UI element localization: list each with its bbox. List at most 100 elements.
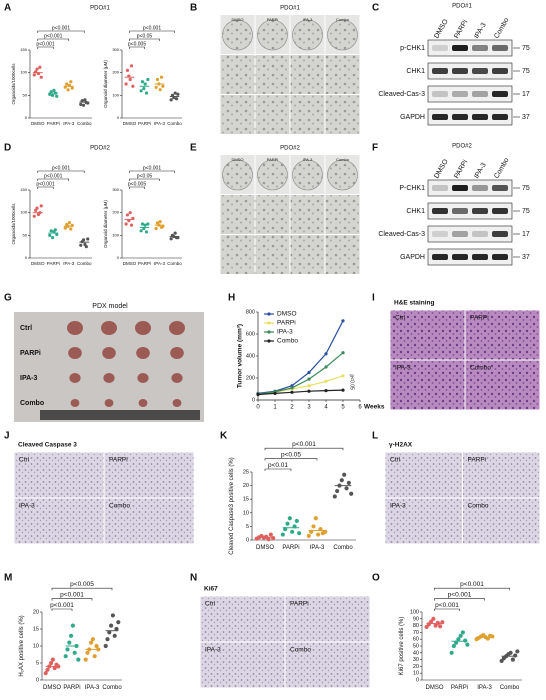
data-point bbox=[341, 351, 345, 355]
y-tick-label: 15 bbox=[243, 497, 249, 503]
data-point bbox=[435, 620, 440, 625]
y-tick-label: 10 bbox=[413, 671, 419, 677]
data-point bbox=[290, 529, 295, 534]
blot-band bbox=[432, 114, 448, 120]
data-point bbox=[55, 232, 59, 237]
tumor bbox=[172, 399, 182, 407]
data-point bbox=[335, 488, 340, 494]
panel-letter: C bbox=[372, 3, 379, 14]
blot-strip bbox=[427, 248, 513, 266]
x-tick-label: IPA-3 bbox=[154, 261, 165, 266]
tumor bbox=[70, 399, 80, 407]
y-tick-label: 800 bbox=[246, 309, 255, 315]
row-label: CHK1 bbox=[406, 208, 425, 215]
data-point bbox=[32, 214, 36, 218]
y-tick-label: 150 bbox=[20, 47, 27, 52]
image-title: PDX model bbox=[92, 303, 128, 310]
lane-label: IPA-3 bbox=[473, 22, 488, 40]
data-point bbox=[112, 633, 117, 638]
blot-band bbox=[452, 45, 468, 51]
data-point bbox=[38, 65, 42, 69]
y-axis-label: Tumor volume (mm³) bbox=[237, 324, 244, 388]
data-point bbox=[158, 88, 162, 92]
data-point bbox=[35, 206, 39, 210]
significance-bracket bbox=[129, 38, 160, 41]
y-tick-label: 100 bbox=[20, 210, 27, 215]
data-point bbox=[76, 657, 81, 662]
data-point bbox=[344, 486, 349, 491]
data-point bbox=[50, 236, 55, 240]
blot-band bbox=[472, 185, 488, 191]
data-point bbox=[83, 98, 87, 102]
x-tick-label: 0 bbox=[256, 405, 260, 411]
data-point bbox=[142, 86, 146, 91]
stain-title: γ-H2AX bbox=[389, 442, 413, 449]
x-tick-label: PARPi bbox=[63, 685, 80, 691]
data-point bbox=[53, 228, 57, 232]
stain-label: IPA-3 bbox=[205, 647, 221, 654]
image-cell bbox=[325, 95, 360, 134]
blot-band bbox=[492, 45, 508, 51]
data-point bbox=[146, 222, 150, 226]
mw-label: 17 bbox=[522, 231, 530, 238]
data-point bbox=[290, 386, 294, 390]
panel-letter: L bbox=[372, 431, 378, 442]
legend-marker bbox=[267, 312, 271, 316]
data-point bbox=[176, 92, 180, 96]
x-tick-label: DMSO bbox=[31, 121, 45, 126]
data-point bbox=[508, 650, 513, 655]
significance-bracket bbox=[129, 30, 175, 33]
mw-label: 37 bbox=[522, 114, 530, 121]
image-title: PDO#2 bbox=[280, 146, 300, 152]
legend-marker bbox=[267, 321, 271, 325]
image-cell bbox=[325, 235, 360, 274]
data-point bbox=[69, 227, 73, 231]
data-point bbox=[173, 91, 177, 95]
row-label: p-CHK1 bbox=[400, 45, 425, 52]
column-label: DMSO bbox=[232, 17, 244, 22]
image-cell bbox=[220, 195, 255, 234]
data-point bbox=[66, 88, 70, 92]
x-tick-label: PARPi bbox=[138, 261, 151, 266]
x-tick-label: DMSO bbox=[31, 261, 45, 266]
mw-label: 75 bbox=[522, 45, 530, 52]
stain-label: Ctrl bbox=[390, 457, 401, 464]
stain-image bbox=[385, 498, 462, 544]
stain-image bbox=[104, 452, 194, 498]
data-point bbox=[67, 640, 72, 645]
blot-band bbox=[472, 45, 488, 51]
data-point bbox=[324, 379, 328, 383]
blot-band bbox=[472, 254, 488, 260]
significance-bracket bbox=[264, 468, 292, 471]
significance-bracket bbox=[129, 46, 145, 49]
p-value: p<0.001 bbox=[292, 441, 316, 448]
data-point bbox=[105, 637, 110, 642]
x-tick-label: IPA-3 bbox=[477, 685, 492, 691]
x-tick-label: Combo bbox=[77, 121, 92, 126]
image-cell bbox=[220, 55, 255, 94]
data-point bbox=[256, 392, 260, 397]
panel-title: PDO#1 bbox=[90, 6, 110, 12]
x-tick-label: Combo bbox=[167, 261, 182, 266]
panel-letter: H bbox=[228, 293, 235, 304]
data-point bbox=[72, 650, 77, 655]
row-label: Cleaved-Cas-3 bbox=[378, 231, 425, 238]
data-point bbox=[129, 223, 134, 227]
data-point bbox=[341, 319, 345, 323]
data-point bbox=[107, 630, 112, 635]
mw-label: 75 bbox=[522, 185, 530, 192]
y-tick-label: 20 bbox=[33, 609, 39, 615]
blot-band bbox=[432, 45, 448, 51]
blot-band bbox=[492, 231, 508, 237]
image-cell bbox=[290, 195, 325, 234]
data-point bbox=[456, 637, 461, 642]
data-point bbox=[49, 660, 54, 666]
y-tick-label: 100 bbox=[112, 92, 119, 97]
y-tick-label: 25 bbox=[243, 469, 249, 475]
data-point bbox=[70, 623, 75, 628]
image-cell bbox=[325, 195, 360, 234]
x-tick-label: 4 bbox=[324, 405, 328, 411]
data-point bbox=[84, 245, 88, 249]
blot-band bbox=[452, 68, 468, 74]
tumor bbox=[169, 321, 185, 335]
